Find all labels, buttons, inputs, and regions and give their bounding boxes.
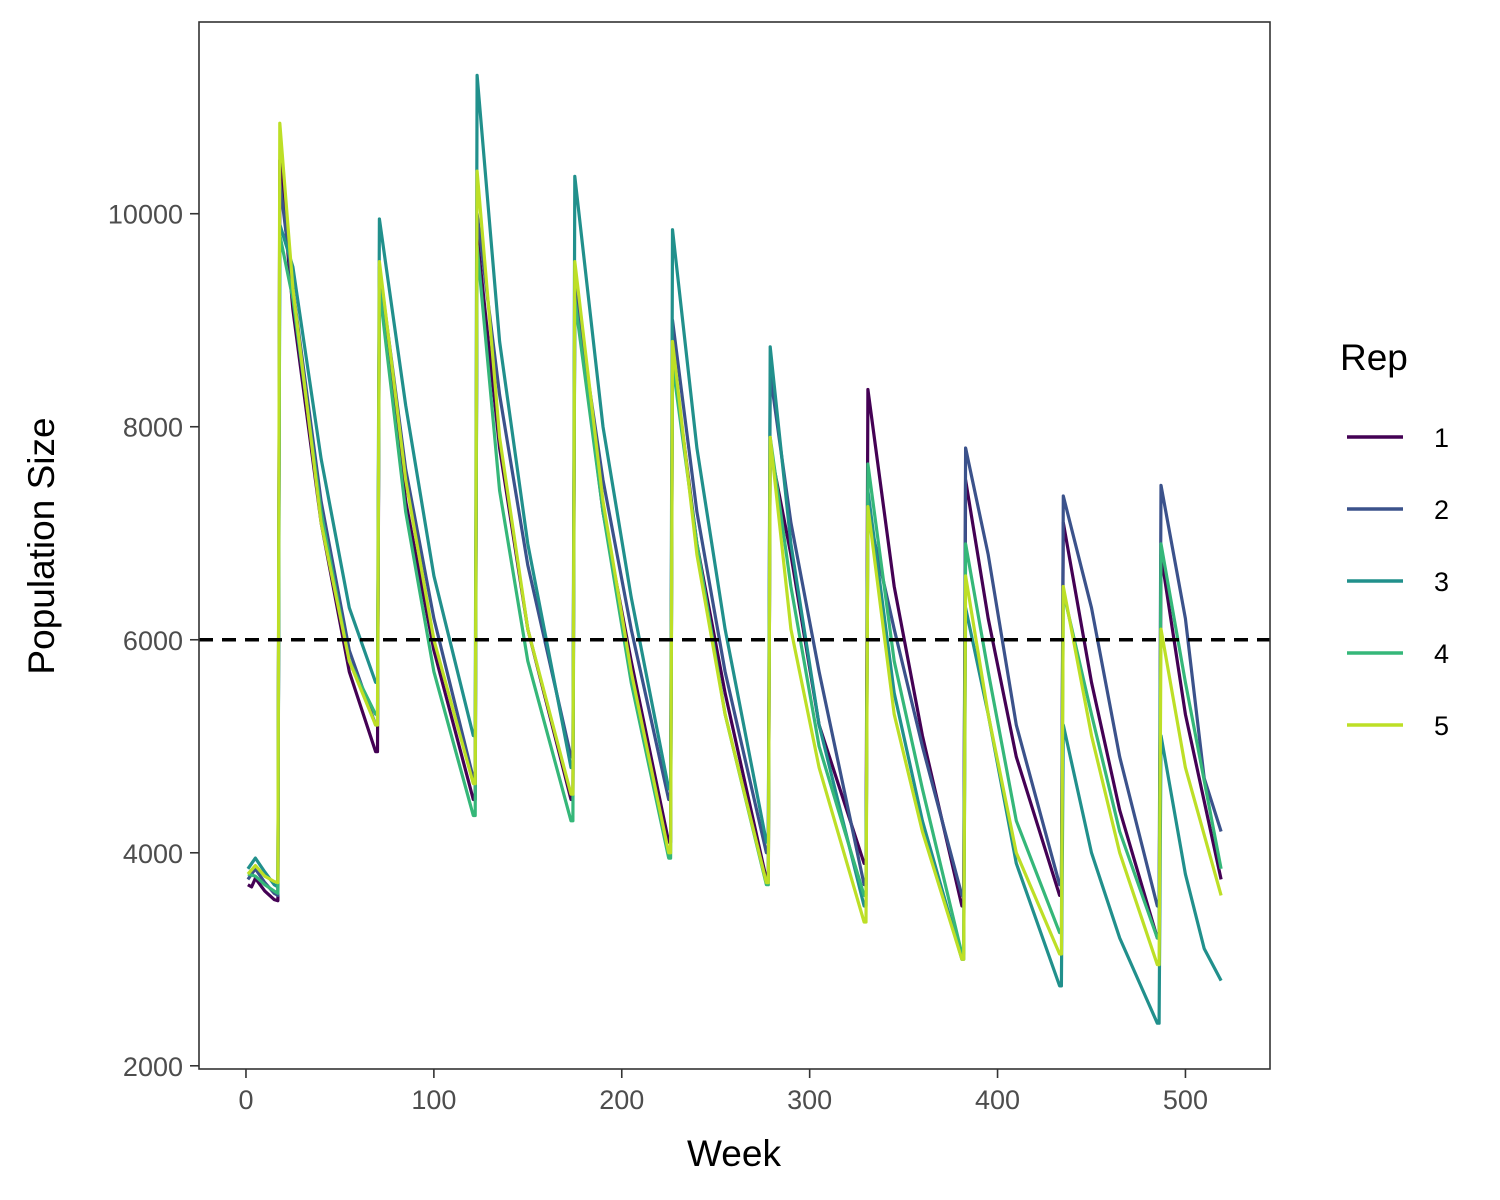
legend: Rep 1 2 3 4 5 bbox=[1340, 337, 1449, 741]
series-line-rep-3 bbox=[246, 73, 1223, 1025]
series-line-rep-5 bbox=[246, 121, 1223, 967]
y-tick-label: 10000 bbox=[108, 200, 183, 230]
legend-label-rep-4: 4 bbox=[1434, 639, 1449, 669]
x-axis: 0 100 200 300 400 500 bbox=[238, 1069, 1208, 1115]
legend-label-rep-1: 1 bbox=[1434, 423, 1449, 453]
y-tick-label: 4000 bbox=[123, 839, 183, 869]
legend-label-rep-2: 2 bbox=[1434, 495, 1449, 525]
y-tick-label: 6000 bbox=[123, 626, 183, 656]
y-tick-label: 8000 bbox=[123, 413, 183, 443]
legend-title: Rep bbox=[1340, 337, 1408, 378]
series-line-rep-2 bbox=[246, 180, 1223, 908]
x-tick-label: 400 bbox=[975, 1085, 1020, 1115]
y-axis-title: Population Size bbox=[21, 417, 62, 674]
y-axis: 2000 4000 6000 8000 10000 bbox=[108, 200, 199, 1082]
x-tick-label: 0 bbox=[238, 1085, 253, 1115]
x-tick-label: 300 bbox=[787, 1085, 832, 1115]
legend-items: 1 2 3 4 5 bbox=[1347, 423, 1449, 741]
series-lines bbox=[246, 73, 1223, 1025]
x-tick-label: 500 bbox=[1163, 1085, 1208, 1115]
legend-label-rep-5: 5 bbox=[1434, 711, 1449, 741]
plot-panel-border bbox=[198, 21, 1271, 1070]
x-tick-label: 200 bbox=[599, 1085, 644, 1115]
y-tick-label: 2000 bbox=[123, 1052, 183, 1082]
legend-label-rep-3: 3 bbox=[1434, 567, 1449, 597]
x-tick-label: 100 bbox=[411, 1085, 456, 1115]
x-axis-title: Week bbox=[687, 1133, 781, 1174]
